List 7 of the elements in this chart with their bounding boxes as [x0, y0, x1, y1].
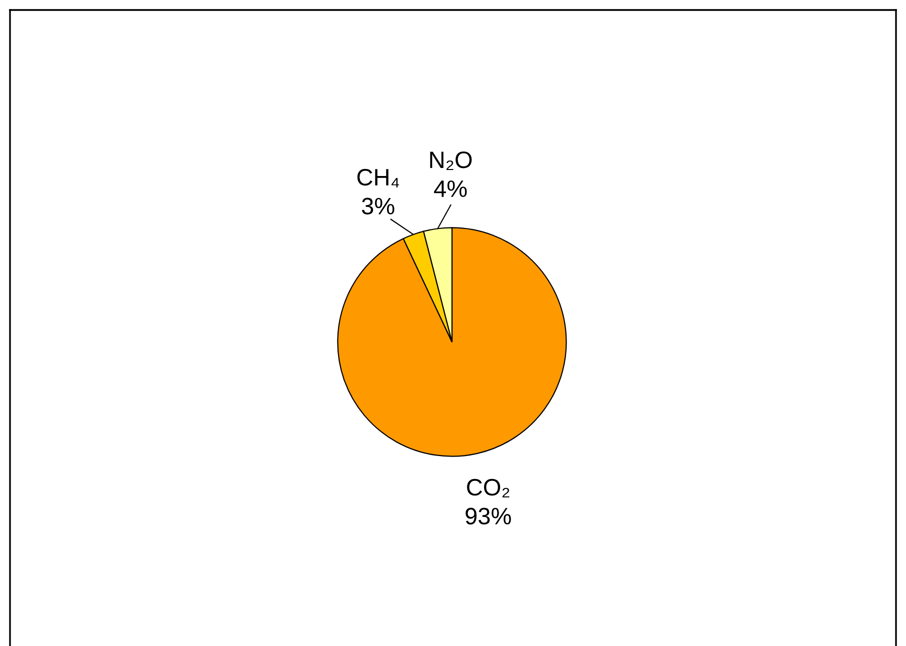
data-label: 3%: [362, 198, 394, 214]
data-label: 93%: [466, 508, 511, 524]
data-label: 4%: [434, 180, 467, 197]
slice-label: CH₄: [357, 168, 400, 188]
pie-slice: [337, 227, 567, 457]
slice-label: N₂O: [430, 151, 472, 170]
slice-label: CO₂: [467, 478, 510, 498]
